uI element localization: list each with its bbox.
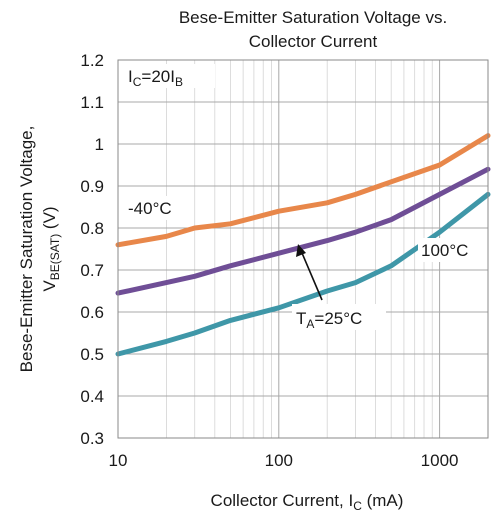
y-tick-label: 1.1 bbox=[80, 93, 104, 112]
x-axis-label: Collector Current, IC (mA) bbox=[211, 491, 404, 513]
y-tick-label: 0.8 bbox=[80, 219, 104, 238]
x-tick-label: 100 bbox=[265, 451, 293, 470]
label-cold: -40°C bbox=[128, 199, 172, 218]
chart-title-line2: Collector Current bbox=[249, 32, 378, 51]
condition-label-bg bbox=[123, 64, 215, 88]
series-layer bbox=[115, 133, 491, 357]
y-tick-label: 0.3 bbox=[80, 429, 104, 448]
y-axis-label-line1: Bese-Emitter Saturation Voltage, bbox=[17, 126, 36, 373]
y-tick-label: 1.2 bbox=[80, 51, 104, 70]
series-line bbox=[115, 166, 491, 296]
label-room: TA=25°C bbox=[296, 309, 362, 331]
y-tick-label: 0.4 bbox=[80, 387, 104, 406]
label-cold-bg bbox=[124, 196, 186, 220]
y-axis-label-line2: VBE(SAT) (V) bbox=[40, 206, 62, 291]
plot-frame bbox=[117, 59, 489, 439]
y-tick-label: 0.9 bbox=[80, 177, 104, 196]
room-arrow bbox=[301, 252, 323, 301]
condition-label: IC=20IB bbox=[128, 67, 183, 89]
y-tick-labels: 0.3 0.4 0.5 0.6 0.7 0.8 0.9 1 1.1 1.2 bbox=[80, 51, 104, 448]
x-tick-labels: 10 100 1000 bbox=[109, 451, 459, 470]
x-tick-label: 10 bbox=[109, 451, 128, 470]
room-arrow-head bbox=[296, 244, 306, 257]
label-hot: 100°C bbox=[421, 241, 468, 260]
label-hot-bg bbox=[418, 238, 484, 262]
y-tick-label: 0.6 bbox=[80, 303, 104, 322]
chart-title-line1: Bese-Emitter Saturation Voltage vs. bbox=[179, 8, 447, 27]
series-line bbox=[115, 133, 491, 248]
x-tick-label: 1000 bbox=[421, 451, 459, 470]
y-tick-label: 0.5 bbox=[80, 345, 104, 364]
y-tick-label: 1 bbox=[95, 135, 104, 154]
label-room-bg bbox=[292, 304, 386, 330]
series-line bbox=[115, 191, 491, 357]
y-tick-label: 0.7 bbox=[80, 261, 104, 280]
